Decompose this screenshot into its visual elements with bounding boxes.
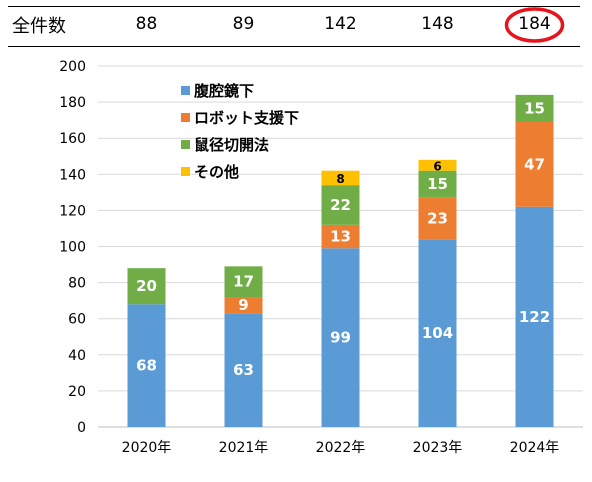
legend-swatch (181, 113, 190, 122)
data-label: 15 (427, 175, 448, 193)
bar-segment (224, 297, 263, 314)
bar-segment (418, 170, 457, 198)
data-label: 47 (524, 155, 545, 173)
bar-segment (321, 224, 360, 249)
bar-segment (418, 239, 457, 427)
total-count-value: 148 (421, 14, 454, 34)
total-count-value: 142 (324, 14, 357, 34)
data-label: 17 (233, 273, 254, 291)
data-label: 104 (422, 324, 453, 342)
y-tick-label: 20 (68, 384, 86, 400)
data-label: 22 (330, 196, 351, 214)
y-tick-label: 60 (68, 312, 86, 328)
y-tick-label: 100 (59, 240, 86, 256)
data-label: 68 (136, 357, 157, 375)
x-tick-label: 2024年 (510, 440, 560, 456)
y-tick-label: 160 (59, 131, 86, 147)
bar-segment (418, 159, 457, 171)
data-label: 15 (524, 99, 545, 117)
data-label: 20 (136, 277, 157, 295)
data-label: 63 (233, 361, 254, 379)
bar-segment (321, 248, 360, 427)
data-label: 8 (336, 172, 344, 186)
header-bottom-rule (8, 46, 580, 47)
bar-segment (418, 197, 457, 240)
y-tick-label: 0 (77, 420, 86, 436)
bar-segment (127, 268, 166, 305)
legend-swatch (181, 86, 190, 95)
total-count-label: 全件数 (12, 16, 66, 37)
data-label: 23 (427, 210, 448, 228)
bar-segment (321, 170, 360, 186)
y-tick-label: 120 (59, 203, 86, 219)
header-top-rule (8, 6, 580, 7)
total-count-value: 184 (518, 14, 551, 34)
y-tick-label: 180 (59, 95, 86, 111)
bar-segment (515, 121, 554, 207)
total-count-value: 88 (135, 14, 158, 34)
x-tick-label: 2021年 (219, 440, 269, 456)
bar-segment (224, 266, 263, 298)
data-label: 122 (519, 308, 550, 326)
total-count-value: 89 (232, 14, 255, 34)
data-label: 6 (433, 159, 441, 173)
highlight-circle (504, 7, 565, 43)
bar-segment (224, 313, 263, 427)
data-label: 9 (238, 296, 248, 314)
legend-label: その他 (194, 163, 239, 181)
data-label: 99 (330, 329, 351, 347)
y-tick-label: 40 (68, 348, 86, 364)
x-tick-label: 2022年 (316, 440, 366, 456)
legend-label: 鼠径切開法 (194, 136, 269, 154)
legend-label: ロボット支援下 (194, 109, 299, 127)
legend-label: 腹腔鏡下 (194, 82, 254, 100)
x-tick-label: 2020年 (122, 440, 172, 456)
data-label: 13 (330, 228, 351, 246)
legend-swatch (181, 140, 190, 149)
bar-segment (515, 94, 554, 122)
y-tick-label: 140 (59, 167, 86, 183)
x-tick-label: 2023年 (413, 440, 463, 456)
legend-swatch (181, 167, 190, 176)
bar-segment (127, 304, 166, 427)
bar-segment (321, 185, 360, 225)
bar-segment (515, 206, 554, 427)
y-tick-label: 80 (68, 276, 86, 292)
y-tick-label: 200 (59, 59, 86, 75)
